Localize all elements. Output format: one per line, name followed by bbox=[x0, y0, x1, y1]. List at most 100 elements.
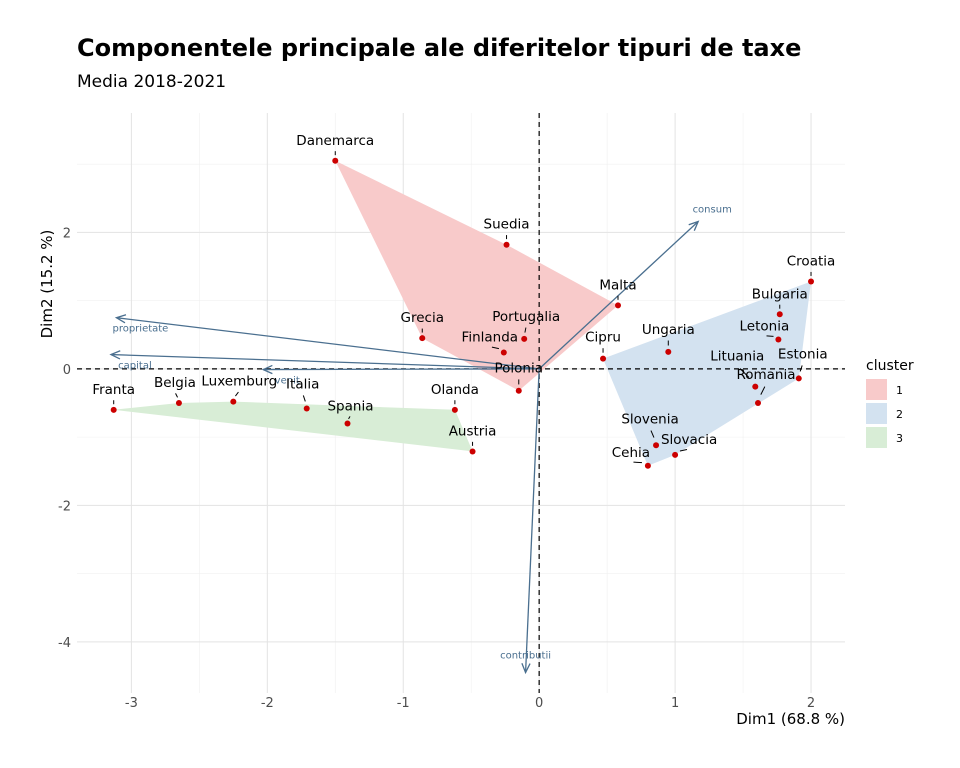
point-grecia: Grecia bbox=[401, 310, 444, 342]
axis-ticks: -3 -2 -1 0 1 2 -4 -2 0 2 bbox=[58, 226, 815, 711]
y-tick-label: -2 bbox=[58, 499, 71, 514]
point-finlanda: Finlanda bbox=[462, 330, 519, 356]
point-label: Malta bbox=[599, 277, 636, 293]
point-label: Cipru bbox=[585, 330, 621, 346]
legend-label-2: 2 bbox=[896, 408, 903, 421]
legend-label-3: 3 bbox=[896, 432, 903, 445]
point-slovacia: Slovacia bbox=[661, 432, 717, 458]
point-label: Cehia bbox=[612, 445, 650, 461]
vector-label: consum bbox=[693, 204, 732, 215]
point-bulgaria: Bulgaria bbox=[752, 286, 808, 318]
point-label: Slovacia bbox=[661, 432, 717, 448]
vector-line bbox=[538, 221, 699, 370]
cluster-hull-3 bbox=[113, 401, 473, 452]
label-leader bbox=[739, 368, 750, 378]
point-marker bbox=[303, 405, 310, 412]
point-marker bbox=[451, 406, 458, 413]
point-marker bbox=[175, 400, 182, 406]
point-marker bbox=[515, 387, 522, 394]
x-axis-label: Dim1 (68.8 %) bbox=[736, 710, 845, 728]
point-marker bbox=[500, 349, 507, 356]
legend-label-1: 1 bbox=[896, 384, 903, 397]
chart-title: Componentele principale ale diferitelor … bbox=[77, 34, 802, 62]
cluster-hull-1 bbox=[335, 160, 618, 391]
vector-venit: venit bbox=[261, 364, 540, 387]
point-label: Polonia bbox=[495, 361, 544, 377]
vector-label: capital bbox=[118, 361, 152, 372]
point-franta: Franta bbox=[92, 382, 135, 413]
point-marker bbox=[775, 336, 782, 343]
vector-line bbox=[116, 317, 540, 370]
label-leader bbox=[799, 365, 803, 372]
point-marker bbox=[469, 448, 476, 455]
data-points: Danemarca Suedia Malta Portugalia Grecia Finl… bbox=[92, 133, 835, 469]
point-label: Suedia bbox=[484, 217, 530, 233]
legend-swatch-1 bbox=[866, 379, 887, 400]
x-tick-label: -1 bbox=[397, 696, 410, 711]
vector-arrowhead bbox=[109, 350, 121, 360]
variable-vectors: consum proprietate capital venit contributii bbox=[109, 204, 732, 675]
vector-contributii: contributii bbox=[500, 368, 551, 675]
point-label: Ungaria bbox=[642, 322, 695, 338]
label-leader bbox=[650, 430, 655, 438]
legend-title: cluster bbox=[866, 358, 914, 374]
vector-label: contributii bbox=[500, 651, 551, 662]
point-label: Grecia bbox=[401, 310, 444, 326]
point-belgia: Belgia bbox=[154, 375, 196, 406]
point-lituania: Lituania bbox=[710, 349, 764, 390]
vector-arrowhead bbox=[114, 314, 127, 324]
label-leader bbox=[175, 393, 178, 398]
label-leader bbox=[760, 386, 766, 395]
point-estonia: Estonia bbox=[778, 346, 828, 382]
point-olanda: Olanda bbox=[431, 382, 479, 413]
y-axis-label: Dim2 (15.2 %) bbox=[38, 230, 56, 339]
point-marker bbox=[110, 406, 117, 413]
y-tick-label: 2 bbox=[63, 226, 71, 241]
vector-arrowhead bbox=[261, 364, 273, 375]
vector-line bbox=[263, 368, 540, 371]
point-marker bbox=[230, 398, 237, 405]
vector-label: venit bbox=[275, 376, 300, 387]
vector-arrowhead bbox=[688, 220, 700, 231]
point-label: Estonia bbox=[778, 346, 828, 362]
vector-line bbox=[110, 353, 540, 370]
point-croatia: Croatia bbox=[787, 254, 836, 285]
point-marker bbox=[665, 348, 672, 355]
label-leader bbox=[235, 391, 239, 397]
cluster-hull-2 bbox=[603, 281, 811, 466]
point-label: Italia bbox=[286, 376, 319, 392]
x-tick-label: 2 bbox=[807, 696, 815, 711]
x-tick-label: 1 bbox=[671, 696, 679, 711]
point-marker bbox=[332, 157, 339, 164]
point-malta: Malta bbox=[599, 277, 637, 309]
label-leader bbox=[679, 449, 688, 452]
point-portugalia: Portugalia bbox=[492, 309, 560, 342]
legend-swatch-2 bbox=[866, 403, 887, 424]
point-label: Letonia bbox=[740, 319, 790, 335]
point-luxemburg: Luxemburg bbox=[201, 374, 277, 405]
point-label: Franta bbox=[92, 382, 135, 398]
vector-label: proprietate bbox=[112, 324, 168, 335]
point-danemarca: Danemarca bbox=[296, 133, 374, 164]
vector-capital: capital bbox=[109, 350, 540, 372]
point-marker bbox=[419, 335, 426, 342]
point-label: Croatia bbox=[787, 254, 836, 270]
point-label: Finlanda bbox=[462, 330, 519, 346]
vector-proprietate: proprietate bbox=[112, 314, 540, 370]
point-label: Belgia bbox=[154, 375, 196, 391]
x-tick-label: 0 bbox=[535, 696, 543, 711]
point-label: Slovenia bbox=[621, 411, 678, 427]
point-romania: Romania bbox=[736, 367, 796, 406]
point-polonia: Polonia bbox=[495, 361, 544, 394]
point-marker bbox=[644, 462, 651, 469]
point-marker bbox=[614, 302, 621, 309]
point-marker bbox=[752, 383, 759, 390]
point-cipru: Cipru bbox=[585, 330, 621, 362]
point-marker bbox=[795, 375, 802, 382]
point-letonia: Letonia bbox=[740, 319, 790, 343]
point-marker bbox=[600, 355, 607, 362]
point-label: Spania bbox=[327, 398, 373, 414]
point-austria: Austria bbox=[449, 423, 496, 455]
point-ungaria: Ungaria bbox=[642, 322, 695, 355]
